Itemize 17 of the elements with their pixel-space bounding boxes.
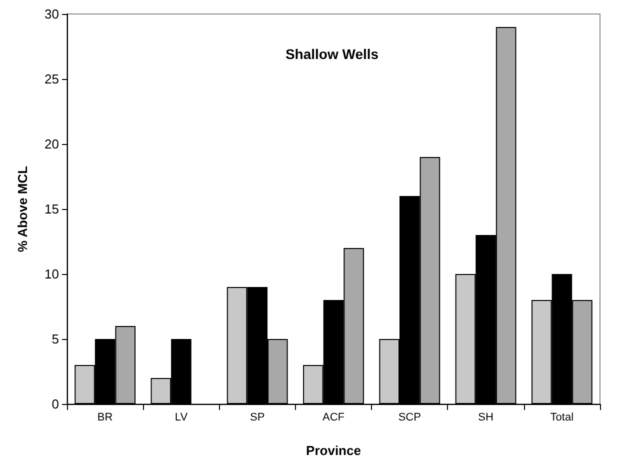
y-tick-label: 25 bbox=[44, 72, 59, 86]
x-tick-label: SCP bbox=[398, 412, 421, 424]
y-tick-label: 30 bbox=[44, 6, 59, 22]
y-axis-title: % Above MCL bbox=[15, 166, 30, 252]
x-tick-label: ACF bbox=[322, 412, 345, 424]
y-tick-label: 0 bbox=[52, 396, 59, 412]
text: Shallow Wells bbox=[285, 46, 379, 62]
y-tick-label: 15 bbox=[44, 202, 59, 216]
x-tick-label: SP bbox=[250, 412, 265, 424]
x-tick-label: SH bbox=[478, 412, 494, 424]
x-tick-label: BR bbox=[97, 412, 113, 424]
x-tick-label: LV bbox=[174, 412, 188, 424]
y-tick-label: 10 bbox=[44, 266, 59, 282]
y-tick-label: 5 bbox=[52, 332, 59, 346]
x-axis-title: Province bbox=[306, 443, 361, 458]
x-tick-label: Total bbox=[550, 412, 574, 424]
y-tick-label: 20 bbox=[44, 136, 59, 152]
